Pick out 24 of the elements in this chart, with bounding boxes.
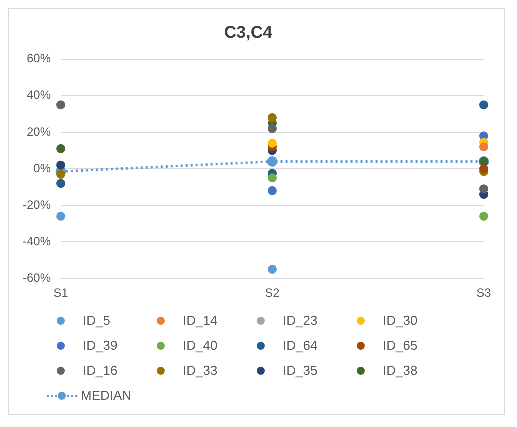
legend-label: ID_14 bbox=[183, 313, 218, 328]
legend-label: ID_30 bbox=[383, 313, 418, 328]
x-tick-label: S2 bbox=[265, 286, 280, 300]
legend-label: ID_38 bbox=[383, 363, 418, 378]
legend-label: MEDIAN bbox=[81, 388, 132, 403]
y-tick-label: 40% bbox=[26, 88, 52, 102]
legend-label: ID_40 bbox=[183, 338, 218, 353]
legend-label: ID_23 bbox=[283, 313, 318, 328]
legend-label: ID_35 bbox=[283, 363, 318, 378]
legend-label: ID_33 bbox=[183, 363, 218, 378]
legend-label: ID_64 bbox=[283, 338, 318, 353]
y-tick-label: -20% bbox=[23, 198, 52, 212]
legend-label: ID_16 bbox=[83, 363, 118, 378]
legend-label: ID_39 bbox=[83, 338, 118, 353]
chart-title: C3,C4 bbox=[224, 22, 274, 42]
y-tick-label: 60% bbox=[26, 52, 52, 66]
y-tick-label: 20% bbox=[26, 124, 52, 139]
legend-label: ID_5 bbox=[83, 313, 110, 328]
y-tick-label: 0% bbox=[34, 161, 52, 176]
y-tick-label: -40% bbox=[23, 234, 52, 248]
y-tick-label: -60% bbox=[23, 270, 52, 285]
x-tick-label: S1 bbox=[54, 286, 69, 300]
x-tick-label: S3 bbox=[476, 286, 492, 300]
legend-label: ID_65 bbox=[383, 338, 418, 353]
